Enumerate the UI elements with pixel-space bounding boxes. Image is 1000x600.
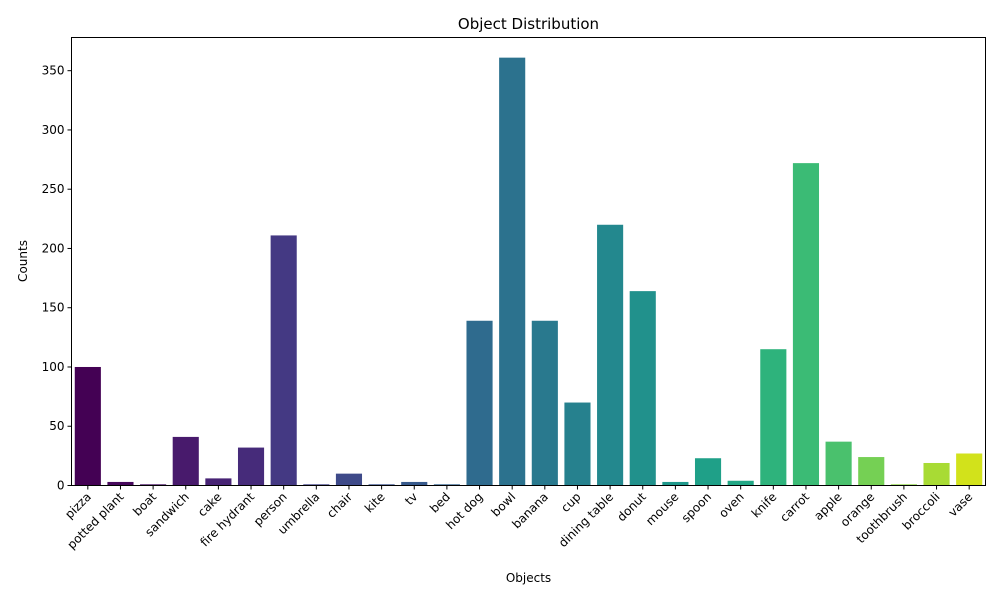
- bar-mouse: [662, 481, 689, 486]
- x-tick-label: cup: [558, 490, 583, 515]
- x-axis-label: Objects: [506, 571, 551, 585]
- x-tick-label: spoon: [679, 490, 714, 525]
- y-tick-label: 300: [42, 123, 65, 137]
- x-tick-label: oven: [716, 490, 747, 521]
- bar-fire-hydrant: [237, 447, 265, 486]
- bar-broccoli: [923, 462, 950, 486]
- bar-hot-dog: [466, 320, 493, 486]
- x-tick-label: banana: [509, 490, 551, 532]
- x-tick-label: bed: [427, 490, 453, 516]
- bar-person: [270, 235, 297, 486]
- y-axis-label: Counts: [16, 240, 30, 282]
- x-tick-label: kite: [362, 490, 388, 516]
- x-tick-label: mouse: [643, 490, 681, 528]
- bar-donut: [629, 291, 656, 486]
- bar-orange: [858, 457, 885, 486]
- bar-chair: [335, 473, 363, 486]
- bar-toothbrush: [890, 484, 917, 486]
- x-tick-label: carrot: [777, 490, 812, 525]
- plot-area-frame: [71, 37, 986, 486]
- bars-group: [74, 57, 983, 486]
- x-tick-label: boat: [130, 490, 159, 519]
- y-tick-label: 0: [57, 479, 65, 493]
- bar-cup: [564, 402, 591, 486]
- bar-apple: [825, 441, 852, 486]
- bar-bed: [433, 484, 460, 486]
- x-tick-label: chair: [324, 490, 355, 521]
- bar-vase: [956, 453, 983, 486]
- bar-sandwich: [172, 436, 199, 486]
- y-tick-label: 250: [42, 182, 65, 196]
- bar-boat: [140, 484, 167, 486]
- x-tick-label: vase: [946, 490, 976, 520]
- bar-carrot: [792, 163, 820, 486]
- y-tick-label: 100: [42, 360, 65, 374]
- y-tick-label: 350: [42, 64, 65, 78]
- bar-tv: [401, 481, 428, 486]
- bar-knife: [760, 349, 787, 486]
- chart-title: Object Distribution: [458, 15, 599, 33]
- x-tick-label: hot dog: [443, 490, 485, 532]
- bar-bowl: [499, 57, 526, 486]
- bar-oven: [727, 480, 754, 486]
- x-tick-label: cake: [195, 490, 225, 520]
- x-tick-label: tv: [402, 490, 420, 508]
- y-tick-label: 150: [42, 301, 65, 315]
- bar-umbrella: [303, 484, 330, 486]
- bar-banana: [531, 320, 558, 486]
- x-tick-label: knife: [749, 490, 780, 521]
- bar-spoon: [694, 458, 722, 486]
- bar-pizza: [74, 366, 101, 486]
- y-tick-label: 200: [42, 241, 65, 255]
- bar-cake: [205, 478, 232, 486]
- bar-dining-table: [597, 224, 624, 486]
- x-tick-label: bowl: [489, 490, 519, 520]
- y-axis-ticks: 0 50 100 150 200 250 300 350: [42, 64, 72, 493]
- y-tick-label: 50: [49, 419, 64, 433]
- bar-potted-plant: [107, 481, 134, 486]
- bar-kite: [368, 484, 395, 486]
